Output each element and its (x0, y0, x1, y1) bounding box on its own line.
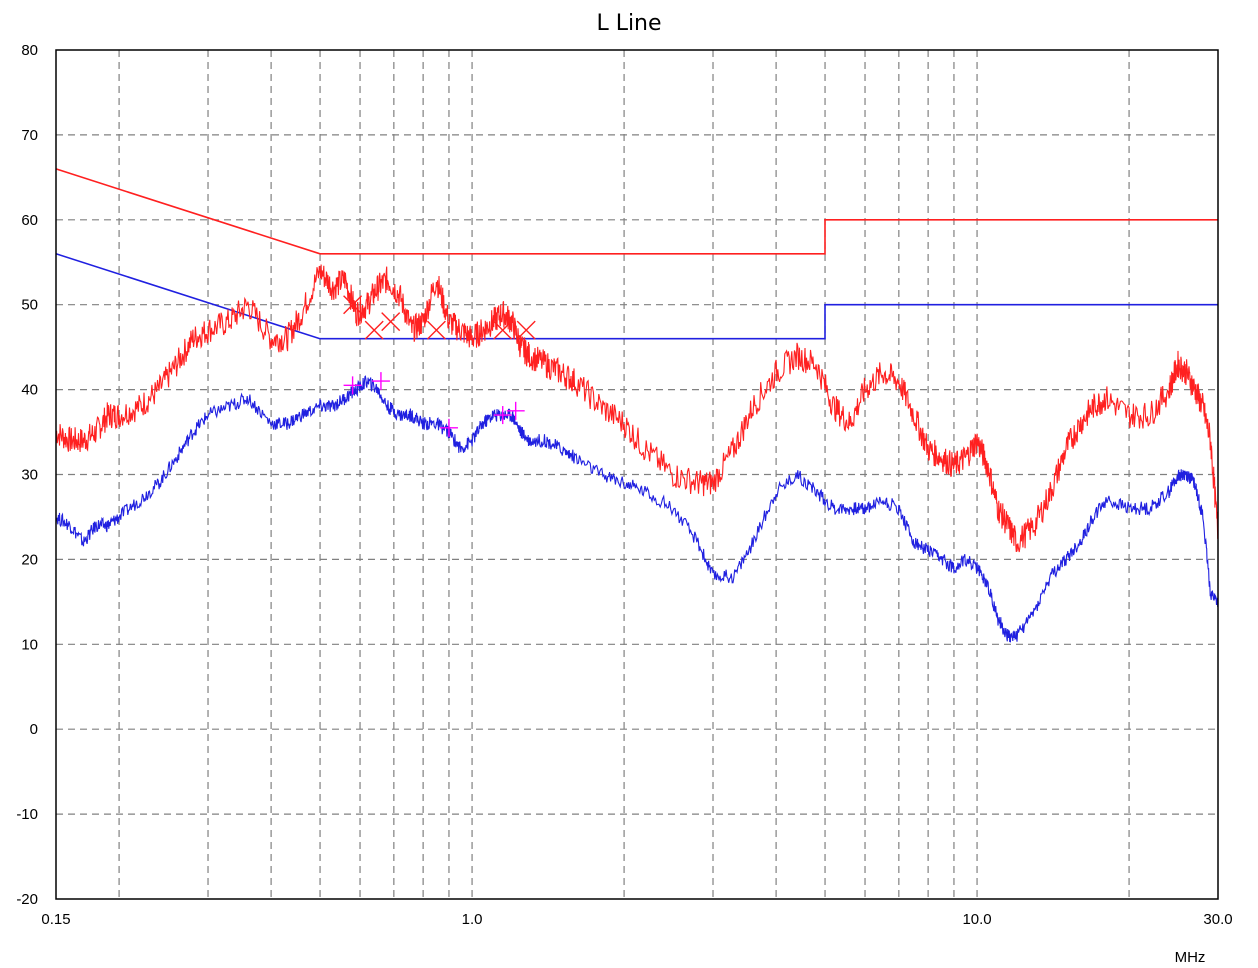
y-tick-label: 20 (21, 551, 38, 568)
x-tick-label: 1.0 (462, 911, 483, 928)
x-tick-label: 0.15 (41, 911, 70, 928)
x-marker (364, 320, 384, 340)
x-tick-label: 30.0 (1203, 911, 1232, 928)
y-axis-labels: 80 70 60 50 40 30 20 10 0 -10 -20 (16, 42, 38, 908)
plus-marker (439, 418, 458, 437)
data-series (55, 264, 1219, 643)
plot-frame (55, 49, 1219, 900)
plus-marker (371, 372, 390, 391)
limit-line-0 (55, 168, 1218, 255)
limit-lines (55, 168, 1218, 340)
x-marker (426, 320, 446, 340)
y-tick-label: 30 (21, 467, 38, 484)
plus-marker (493, 406, 512, 425)
y-tick-label: 80 (21, 42, 38, 59)
x-axis-labels: 0.15 1.0 10.0 30.0 (41, 911, 1232, 928)
grid (56, 50, 1218, 899)
y-tick-label: 0 (30, 721, 38, 738)
y-tick-label: 50 (21, 297, 38, 314)
y-tick-label: 40 (21, 382, 38, 399)
x-marker (381, 312, 401, 332)
peak-markers (343, 295, 536, 437)
y-tick-label: -10 (16, 806, 38, 823)
chart-title: L Line (596, 11, 661, 36)
x-marker (516, 320, 536, 340)
series-line-0 (55, 264, 1219, 553)
x-marker (343, 295, 363, 315)
y-tick-label: 10 (21, 636, 38, 653)
plus-marker (343, 376, 362, 395)
y-tick-label: -20 (16, 891, 38, 908)
plus-marker (506, 401, 525, 420)
y-tick-label: 70 (21, 127, 38, 144)
x-marker (493, 320, 513, 340)
x-axis-unit: MHz (1175, 949, 1206, 966)
x-tick-label: 10.0 (962, 911, 991, 928)
series-line-1 (55, 375, 1219, 643)
y-tick-label: 60 (21, 212, 38, 229)
